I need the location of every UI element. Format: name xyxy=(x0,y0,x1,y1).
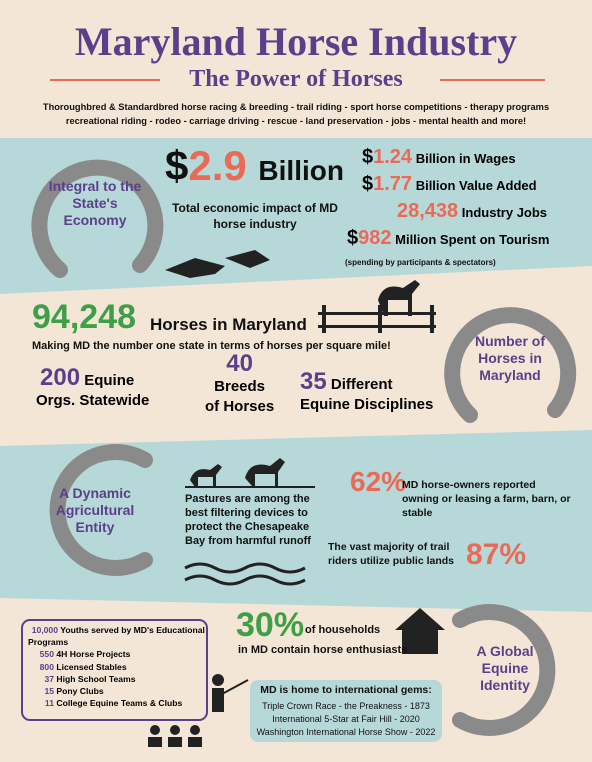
item-label: College Equine Teams & Clubs xyxy=(56,698,183,709)
item-value: 15 xyxy=(44,686,54,697)
item-value: 10,000 xyxy=(31,625,58,635)
pastures-text: Pastures are among the best filtering de… xyxy=(185,493,311,547)
stat-label: Different xyxy=(330,376,393,393)
item-value: 11 xyxy=(44,698,54,709)
item-value: 800 xyxy=(39,661,54,672)
item-label: Billion in Wages xyxy=(415,151,516,166)
headline: $2.9 Billion xyxy=(165,142,344,189)
economy-item: $982 Million Spent on Tourism xyxy=(347,227,549,250)
stat: 200 Equine Orgs. Statewide xyxy=(36,366,149,411)
education-item: 37 High School Teams xyxy=(28,673,206,685)
stat: 35 Different Equine Disciplines xyxy=(300,370,434,415)
headline-caption: Total economic impact of MD horse indust… xyxy=(172,201,338,231)
intro-line: recreational riding - rodeo - carriage d… xyxy=(65,116,527,126)
education-item: 11 College Equine Teams & Clubs xyxy=(28,697,206,709)
stat-line: 40 xyxy=(205,352,274,377)
item-label: Pony Clubs xyxy=(56,686,104,697)
section-label: A Global Equine Identity xyxy=(476,643,534,693)
item-value: 37 xyxy=(44,673,54,684)
stat-label: of Horses xyxy=(205,398,275,415)
item-label: Billion Value Added xyxy=(415,178,537,193)
item-value: 550 xyxy=(39,649,54,660)
households-value: 30% xyxy=(236,606,305,644)
stat-label: Breeds xyxy=(214,378,266,395)
section-label: Number of Horses in Maryland xyxy=(475,333,545,383)
education-item: 10,000 Youths served by MD's Educational… xyxy=(28,624,206,648)
households-text: in MD contain horse enthusiasts xyxy=(238,644,408,656)
section-label: Integral to the State's Economy xyxy=(48,178,142,228)
title: Maryland Horse Industry xyxy=(74,19,518,64)
item-prefix: $ xyxy=(347,227,359,249)
section-label: A Dynamic Agricultural Entity xyxy=(55,485,135,535)
education-item: 15 Pony Clubs xyxy=(28,685,206,697)
item-label: Youths served by MD's Educational Progra… xyxy=(28,625,205,648)
item-label: 4H Horse Projects xyxy=(56,649,131,660)
stat-value: 40 xyxy=(226,350,253,377)
economy-item: $1.24 Billion in Wages xyxy=(362,146,516,169)
item-prefix: $ xyxy=(362,173,374,195)
education-item: 800 Licensed Stables xyxy=(28,661,206,673)
item-value: 1.24 xyxy=(373,146,413,168)
stat-value: 35 xyxy=(300,368,327,395)
stat-value: 87% xyxy=(466,538,527,571)
item-value: 28,438 xyxy=(397,200,459,222)
stat-label: Orgs. Statewide xyxy=(36,392,150,409)
gem-item: Triple Crown Race - the Preakness - 1873 xyxy=(262,701,430,711)
item-label: Licensed Stables xyxy=(56,661,127,672)
subtitle: The Power of Horses xyxy=(189,66,403,92)
stat-text: MD horse-owners reported owning or leasi… xyxy=(402,479,571,519)
education-item: 550 4H Horse Projects xyxy=(28,648,206,660)
stat-line: 35 Different xyxy=(300,370,433,395)
gem-item: Washington International Horse Show - 20… xyxy=(256,727,436,737)
stat-text: The vast majority of trail riders utiliz… xyxy=(328,541,455,567)
item-label: Million Spent on Tourism xyxy=(395,232,550,247)
economy-item: 28,438 Industry Jobs xyxy=(397,200,547,223)
stat-value: 200 xyxy=(40,364,81,391)
item-prefix: $ xyxy=(362,146,374,168)
economy-item: $1.77 Billion Value Added xyxy=(362,173,537,196)
horse-count-label: Horses in Maryland xyxy=(150,315,307,334)
item-value: 982 xyxy=(358,227,392,249)
gems-title: MD is home to international gems: xyxy=(260,684,432,696)
horses-subtitle: Making MD the number one state in terms … xyxy=(32,340,391,352)
education-list: 10,000 Youths served by MD's Educational… xyxy=(28,624,206,709)
note: (spending by participants & spectators) xyxy=(345,258,496,267)
stat-label: Equine Disciplines xyxy=(300,396,434,413)
gem-item: International 5-Star at Fair Hill - 2020 xyxy=(272,714,420,724)
item-label: Industry Jobs xyxy=(461,205,548,220)
stat-label: Equine xyxy=(84,372,135,389)
stat-line: 200 Equine xyxy=(40,366,149,391)
households-text: of households xyxy=(305,624,381,636)
stat: 40 Breeds of Horses xyxy=(205,352,275,417)
item-label: High School Teams xyxy=(56,673,136,684)
intro-line: Thoroughbred & Standardbred horse racing… xyxy=(42,102,550,112)
gems-list: Triple Crown Race - the Preakness - 1873… xyxy=(250,700,442,739)
stat-value: 62% xyxy=(350,466,407,497)
horse-count: 94,248 xyxy=(32,298,136,336)
item-value: 1.77 xyxy=(373,173,413,195)
